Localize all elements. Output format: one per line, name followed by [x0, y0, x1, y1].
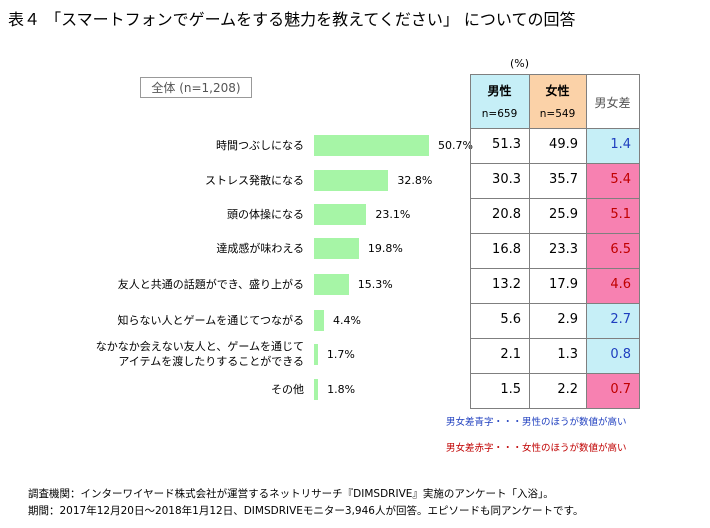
- female-header-bg: [529, 74, 586, 128]
- diff-cell-bg: [586, 128, 639, 163]
- male-value: 1.5: [500, 382, 521, 397]
- bar-value-label: 4.4%: [332, 314, 361, 327]
- diff-value: 1.4: [610, 137, 631, 152]
- table-hline: [470, 373, 640, 374]
- male-value: 13.2: [492, 277, 521, 292]
- male-header: 男性: [487, 84, 512, 98]
- male-value: 2.1: [500, 347, 521, 362]
- bar-value-label: 15.3%: [357, 278, 393, 291]
- table-hline: [470, 233, 640, 234]
- diff-cell-bg: [586, 303, 639, 338]
- category-label-line: 知らない人とゲームを通じてつながる: [117, 313, 304, 327]
- female-value: 23.3: [549, 242, 578, 257]
- bar-value-label: 1.7%: [326, 348, 355, 361]
- table-hline: [470, 74, 640, 75]
- table-hline: [470, 408, 640, 409]
- bar-value-label: 23.1%: [375, 208, 411, 221]
- bar-value-label: 1.8%: [327, 383, 356, 396]
- total-sample-label: 全体 (n=1,208): [140, 77, 252, 98]
- female-value: 17.9: [549, 277, 578, 292]
- diff-cell-bg: [586, 268, 639, 303]
- diff-value: 4.6: [610, 277, 631, 292]
- female-value: 49.9: [549, 137, 578, 152]
- male-header-bg: [470, 74, 529, 128]
- table-hline: [470, 268, 640, 269]
- diff-cell-bg: [586, 198, 639, 233]
- female-value: 2.9: [557, 312, 578, 327]
- bar-value-label: 19.8%: [367, 242, 403, 255]
- female-value: 25.9: [549, 207, 578, 222]
- category-label: なかなか会えない友人と、ゲームを通じてアイテムを渡したりすることができる: [8, 339, 304, 369]
- bar: [314, 344, 318, 365]
- table-vline: [639, 74, 640, 408]
- category-label-line: その他: [271, 382, 304, 396]
- table-vline: [470, 74, 471, 408]
- footer-line-2: 期間：2017年12月20日～2018年1月12日、DIMSDRIVEモニター3…: [28, 505, 584, 517]
- diff-cell-bg: [586, 233, 639, 268]
- diff-value: 2.7: [610, 312, 631, 327]
- bar: [314, 238, 359, 259]
- male-value: 30.3: [492, 172, 521, 187]
- bar: [314, 274, 349, 295]
- female-value: 35.7: [549, 172, 578, 187]
- diff-value: 5.4: [610, 172, 631, 187]
- male-value: 20.8: [492, 207, 521, 222]
- diff-cell-bg: [586, 373, 639, 408]
- bar: [314, 310, 324, 331]
- male-value: 51.3: [492, 137, 521, 152]
- male-value: 16.8: [492, 242, 521, 257]
- diff-header: 男女差: [594, 96, 631, 110]
- female-value: 2.2: [557, 382, 578, 397]
- diff-value: 6.5: [610, 242, 631, 257]
- legend-female: 男女差赤字・・・女性のほうが数値が高い: [446, 443, 627, 454]
- female-n: n=549: [539, 108, 576, 120]
- table-hline: [470, 338, 640, 339]
- diff-value: 5.1: [610, 207, 631, 222]
- category-label-line: 友人と共通の話題ができ、盛り上がる: [117, 277, 304, 291]
- category-label: その他: [8, 382, 304, 397]
- diff-cell-bg: [586, 163, 639, 198]
- male-value: 5.6: [500, 312, 521, 327]
- bar-value-label: 50.7%: [438, 139, 473, 152]
- table-hline: [470, 198, 640, 199]
- category-label-line: ストレス発散になる: [205, 173, 304, 187]
- category-label-line: アイテムを渡したりすることができる: [118, 355, 304, 368]
- category-label: 知らない人とゲームを通じてつながる: [8, 313, 304, 328]
- bar: [314, 379, 319, 400]
- footer-line-1: 調査機関：インターワイヤード株式会社が運営するネットリサーチ『DIMSDRIVE…: [28, 488, 554, 500]
- category-label-line: 時間つぶしになる: [216, 138, 304, 152]
- chart-title: 表４ 「スマートフォンでゲームをする魅力を教えてください」 についての回答: [8, 10, 576, 29]
- category-label: ストレス発散になる: [8, 173, 304, 188]
- table-hline: [470, 163, 640, 164]
- bar: [314, 204, 367, 225]
- category-label-line: 頭の体操になる: [227, 207, 304, 221]
- category-label-line: 達成感が味わえる: [216, 241, 304, 255]
- table-hline: [470, 128, 640, 129]
- table-vline: [586, 74, 587, 408]
- female-value: 1.3: [557, 347, 578, 362]
- table-vline: [529, 74, 530, 408]
- diff-value: 0.7: [610, 382, 631, 397]
- category-label: 友人と共通の話題ができ、盛り上がる: [8, 277, 304, 292]
- bar: [314, 135, 429, 156]
- diff-value: 0.8: [610, 347, 631, 362]
- diff-cell-bg: [586, 338, 639, 373]
- category-label-line: なかなか会えない友人と、ゲームを通じて: [95, 340, 304, 353]
- category-label: 頭の体操になる: [8, 207, 304, 222]
- unit-label: (%): [510, 57, 530, 70]
- legend-male: 男女差青字・・・男性のほうが数値が高い: [446, 417, 627, 428]
- bar-value-label: 32.8%: [397, 174, 433, 187]
- category-label: 達成感が味わえる: [8, 241, 304, 256]
- category-label: 時間つぶしになる: [8, 138, 304, 153]
- bar: [314, 170, 389, 191]
- table-hline: [470, 303, 640, 304]
- male-n: n=659: [481, 108, 518, 120]
- female-header: 女性: [545, 84, 570, 98]
